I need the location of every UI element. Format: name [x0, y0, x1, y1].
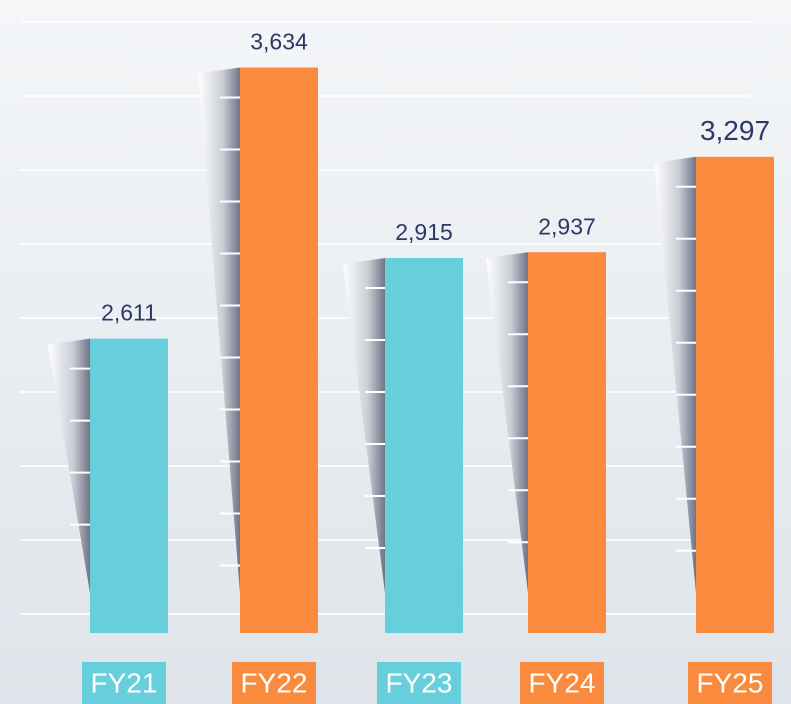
x-tick-label: FY23 — [386, 667, 453, 698]
x-tick-label: FY22 — [241, 667, 308, 698]
value-label: 2,937 — [538, 213, 596, 239]
category-box — [520, 662, 604, 704]
bar — [385, 258, 463, 633]
bar — [90, 338, 168, 633]
value-label: 3,634 — [250, 29, 308, 55]
category-box — [232, 662, 316, 704]
bar-shadow — [48, 338, 90, 593]
category-box — [688, 662, 772, 704]
category-box — [377, 662, 461, 704]
x-tick-label: FY25 — [697, 667, 764, 698]
bar — [528, 252, 606, 633]
x-tick-label: FY21 — [91, 667, 158, 698]
value-label: 2,915 — [395, 219, 453, 245]
category-box — [82, 662, 166, 704]
value-label: 3,297 — [700, 115, 770, 146]
bar-shadow — [654, 156, 696, 594]
x-tick-label: FY24 — [529, 667, 596, 698]
value-label: 2,611 — [101, 300, 157, 326]
bar-shadow — [343, 258, 385, 593]
bar — [240, 67, 318, 634]
bar — [696, 156, 774, 634]
plot: 2,611 FY21 3,634 FY22 2,915 FY23 2,937 FY24 3,29… — [48, 29, 774, 704]
bar-shadow — [486, 252, 528, 593]
